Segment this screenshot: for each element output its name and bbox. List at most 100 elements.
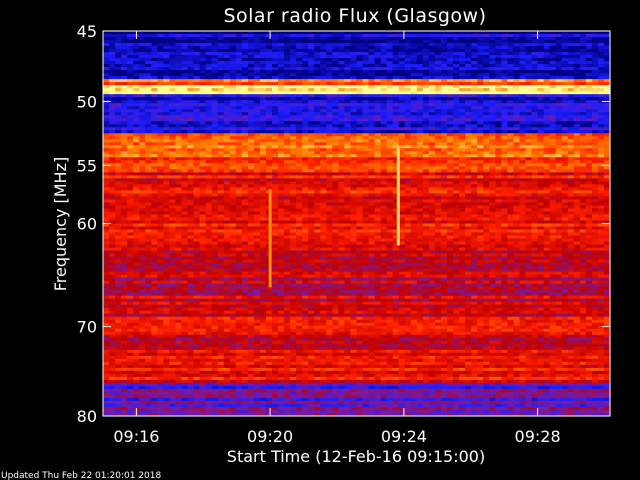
heatmap-cell — [567, 37, 575, 41]
heatmap-cell — [585, 142, 593, 146]
heatmap-cell — [193, 112, 201, 116]
heatmap-cell — [525, 160, 533, 164]
heatmap-cell — [471, 112, 478, 116]
heatmap-cell — [374, 76, 382, 80]
heatmap-cell — [259, 46, 267, 50]
heatmap-cell — [259, 145, 267, 149]
heatmap-cell — [211, 43, 219, 47]
heatmap-cell — [115, 115, 122, 119]
heatmap-cell — [489, 115, 496, 119]
heatmap-cell — [187, 202, 195, 207]
heatmap-cell — [163, 82, 170, 86]
heatmap-cell — [175, 67, 183, 71]
heatmap-cell — [296, 121, 303, 125]
heatmap-cell — [368, 37, 376, 41]
heatmap-cell — [453, 70, 460, 74]
heatmap-cell — [241, 208, 249, 213]
heatmap-cell — [247, 145, 255, 149]
heatmap-cell — [579, 85, 587, 89]
heatmap-cell — [157, 145, 164, 149]
heatmap-cell — [127, 124, 134, 128]
heatmap-cell — [597, 34, 605, 38]
heatmap-cell — [344, 145, 352, 149]
heatmap-cell — [199, 85, 207, 89]
heatmap-cell — [157, 88, 164, 92]
heatmap-cell — [235, 97, 243, 101]
heatmap-cell — [272, 193, 279, 198]
heatmap-cell — [362, 82, 370, 86]
heatmap-cell — [175, 85, 183, 89]
heatmap-cell — [278, 109, 285, 113]
heatmap-cell — [356, 121, 364, 125]
heatmap-cell — [326, 193, 333, 198]
heatmap-cell — [525, 145, 533, 149]
heatmap-cell — [302, 112, 309, 116]
heatmap-cell — [549, 136, 557, 140]
heatmap-cell — [573, 133, 581, 137]
heatmap-cell — [332, 124, 339, 128]
heatmap-cell — [350, 175, 358, 179]
heatmap-cell — [404, 199, 412, 204]
heatmap-cell — [290, 148, 297, 152]
heatmap-cell — [115, 139, 122, 143]
heatmap-cell — [398, 73, 406, 77]
heatmap-cell — [531, 37, 539, 41]
heatmap-cell — [495, 178, 502, 182]
heatmap-cells — [103, 31, 611, 417]
heatmap-cell — [392, 70, 400, 74]
heatmap-cell — [272, 133, 279, 137]
heatmap-cell — [133, 103, 140, 107]
heatmap-cell — [374, 34, 382, 38]
heatmap-cell — [441, 199, 448, 204]
heatmap-cell — [350, 46, 358, 50]
heatmap-cell — [229, 34, 237, 38]
heatmap-cell — [296, 82, 303, 86]
heatmap-cell — [453, 136, 460, 140]
heatmap-cell — [507, 79, 515, 83]
heatmap-cell — [290, 43, 297, 47]
heatmap-cell — [561, 142, 569, 146]
heatmap-cell — [308, 34, 315, 38]
heatmap-cell — [163, 133, 170, 137]
heatmap-cell — [459, 157, 466, 161]
heatmap-cell — [272, 58, 279, 62]
heatmap-cell — [368, 46, 376, 50]
heatmap-cell — [477, 94, 484, 98]
heatmap-cell — [489, 82, 496, 86]
heatmap-cell — [441, 178, 448, 182]
heatmap-cell — [428, 82, 436, 86]
heatmap-cell — [513, 199, 521, 204]
heatmap-cell — [332, 199, 339, 204]
heatmap-cell — [217, 64, 225, 68]
heatmap-cell — [597, 133, 605, 137]
heatmap-cell — [380, 178, 388, 182]
heatmap-cell — [368, 196, 376, 201]
heatmap-cell — [495, 100, 502, 104]
heatmap-cell — [362, 73, 370, 77]
heatmap-cell — [501, 88, 508, 92]
heatmap-cell — [410, 163, 418, 167]
heatmap-cell — [284, 175, 291, 179]
heatmap-cell — [368, 163, 376, 167]
heatmap-cell — [507, 169, 515, 173]
heatmap-cell — [392, 100, 400, 104]
heatmap-cell — [585, 163, 593, 167]
heatmap-cell — [199, 100, 207, 104]
heatmap-cell — [447, 121, 454, 125]
heatmap-cell — [386, 193, 394, 198]
heatmap-cell — [127, 163, 134, 167]
heatmap-cell — [181, 115, 189, 119]
heatmap-cell — [507, 73, 515, 77]
heatmap-cell — [253, 166, 261, 170]
heatmap-cell — [145, 175, 152, 179]
heatmap-cell — [193, 103, 201, 107]
heatmap-cell — [422, 106, 430, 110]
heatmap-cell — [507, 154, 515, 158]
heatmap-cell — [404, 166, 412, 170]
heatmap-cell — [410, 181, 418, 185]
heatmap-cell — [259, 40, 267, 44]
heatmap-cell — [272, 46, 279, 50]
heatmap-cell — [157, 115, 164, 119]
heatmap-cell — [133, 100, 140, 104]
heatmap-cell — [314, 124, 321, 128]
